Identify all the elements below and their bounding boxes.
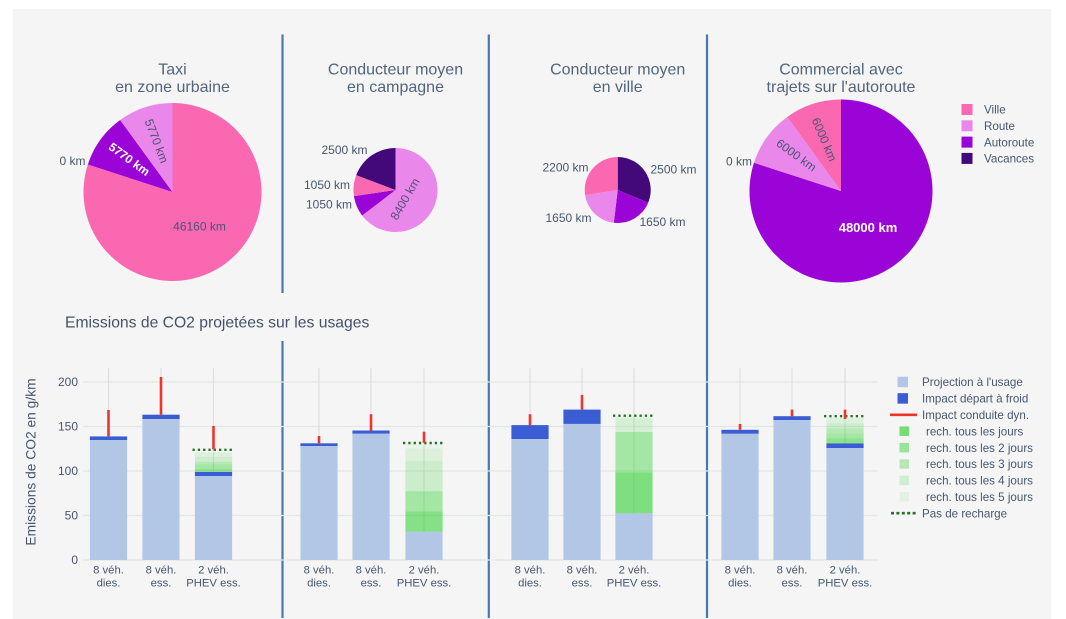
svg-text:dies.: dies. (728, 578, 752, 590)
svg-text:1650 km: 1650 km (545, 211, 591, 225)
svg-text:150: 150 (58, 420, 78, 434)
svg-text:rech. tous les jours: rech. tous les jours (926, 425, 1024, 438)
svg-text:100: 100 (58, 464, 78, 478)
svg-text:Emissions de CO2 projetées sur: Emissions de CO2 projetées sur les usage… (65, 315, 369, 332)
svg-text:200: 200 (58, 375, 78, 389)
svg-text:0 km: 0 km (726, 155, 752, 169)
svg-text:Vacances: Vacances (984, 153, 1034, 166)
svg-text:ess.: ess. (782, 578, 803, 590)
svg-text:dies.: dies. (307, 578, 331, 590)
svg-text:Ville: Ville (984, 104, 1006, 117)
svg-text:2 véh.: 2 véh. (409, 565, 440, 577)
svg-text:50: 50 (65, 509, 79, 523)
svg-text:2 véh.: 2 véh. (830, 565, 861, 577)
svg-text:2500 km: 2500 km (321, 143, 367, 157)
svg-text:rech. tous les 5 jours: rech. tous les 5 jours (926, 491, 1033, 504)
svg-text:PHEV ess.: PHEV ess. (818, 578, 873, 590)
svg-text:en campagne: en campagne (347, 79, 444, 96)
svg-text:trajets sur l'autoroute: trajets sur l'autoroute (767, 79, 916, 96)
svg-text:8 véh.: 8 véh. (777, 565, 808, 577)
svg-text:Projection à l'usage: Projection à l'usage (922, 376, 1023, 389)
svg-text:1050 km: 1050 km (306, 198, 352, 212)
svg-text:8 véh.: 8 véh. (725, 565, 756, 577)
svg-text:8 véh.: 8 véh. (146, 565, 177, 577)
svg-text:46160 km: 46160 km (173, 220, 226, 234)
svg-text:8 véh.: 8 véh. (304, 565, 335, 577)
svg-text:rech. tous les 3 jours: rech. tous les 3 jours (926, 458, 1033, 471)
svg-text:Emissions de CO2 en g/km: Emissions de CO2 en g/km (24, 378, 39, 545)
svg-text:ess.: ess. (572, 578, 593, 590)
svg-text:2 véh.: 2 véh. (619, 565, 650, 577)
svg-text:0 km: 0 km (59, 154, 85, 168)
svg-text:ess.: ess. (361, 578, 382, 590)
svg-text:rech. tous les 2 jours: rech. tous les 2 jours (926, 442, 1033, 455)
svg-text:Impact départ à froid: Impact départ à froid (922, 393, 1028, 406)
svg-text:0: 0 (71, 553, 78, 567)
svg-text:Commercial avec: Commercial avec (779, 62, 903, 79)
svg-text:rech. tous les 4 jours: rech. tous les 4 jours (926, 475, 1033, 488)
svg-text:2200 km: 2200 km (542, 161, 588, 175)
svg-text:PHEV ess.: PHEV ess. (397, 578, 452, 590)
svg-text:2 véh.: 2 véh. (198, 565, 229, 577)
svg-text:Conducteur moyen: Conducteur moyen (328, 62, 463, 79)
svg-text:2500 km: 2500 km (651, 163, 697, 177)
svg-text:Conducteur moyen: Conducteur moyen (550, 62, 685, 79)
svg-text:Taxi: Taxi (158, 62, 186, 79)
svg-text:Autoroute: Autoroute (984, 136, 1034, 149)
svg-text:Impact conduite dyn.: Impact conduite dyn. (922, 409, 1029, 422)
svg-text:1050 km: 1050 km (304, 178, 350, 192)
svg-text:Pas de recharge: Pas de recharge (922, 507, 1007, 520)
svg-text:dies.: dies. (518, 578, 542, 590)
svg-text:Route: Route (984, 120, 1015, 133)
svg-text:8 véh.: 8 véh. (567, 565, 598, 577)
svg-text:PHEV ess.: PHEV ess. (607, 578, 662, 590)
svg-text:8 véh.: 8 véh. (515, 565, 546, 577)
svg-text:8 véh.: 8 véh. (93, 565, 124, 577)
svg-text:48000 km: 48000 km (839, 220, 898, 235)
svg-text:en ville: en ville (593, 79, 643, 96)
svg-text:8 véh.: 8 véh. (356, 565, 387, 577)
svg-text:ess.: ess. (151, 578, 172, 590)
svg-text:en zone urbaine: en zone urbaine (115, 79, 230, 96)
svg-text:dies.: dies. (97, 578, 121, 590)
svg-text:PHEV ess.: PHEV ess. (186, 578, 241, 590)
svg-text:1650 km: 1650 km (640, 215, 686, 229)
